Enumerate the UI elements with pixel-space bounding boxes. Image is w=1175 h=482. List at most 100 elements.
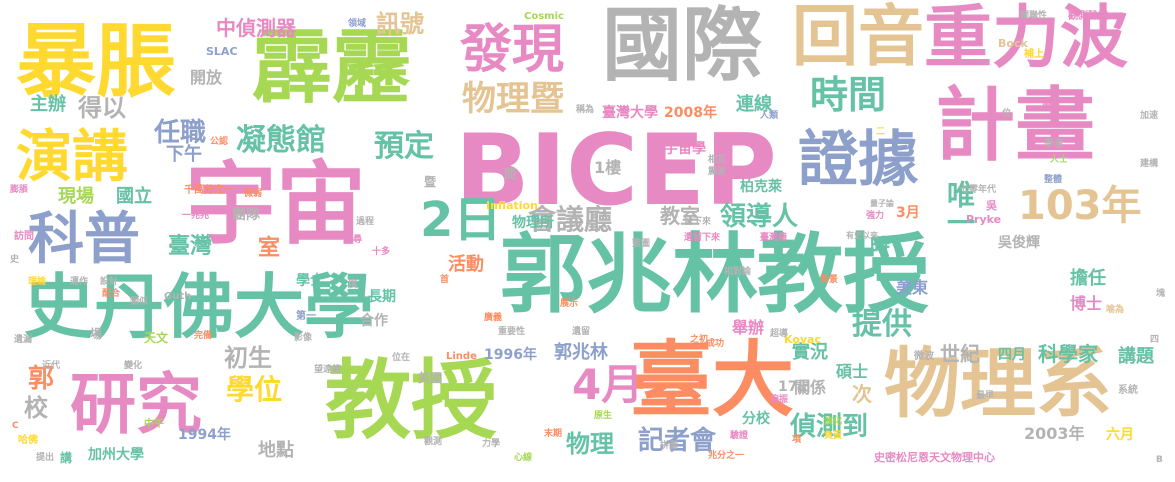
- word-gongren: 公認: [210, 137, 229, 147]
- word-kuai: 塊: [1156, 289, 1166, 299]
- word-guocheng: 過程: [356, 217, 375, 227]
- word-changqi: 長期: [368, 289, 396, 305]
- word-guanlianxing: 關聯性: [1020, 11, 1048, 21]
- word-fenxiao: 分校: [742, 411, 770, 427]
- word-zhaoxun: 找尋: [344, 235, 363, 245]
- word-boshi: 博士: [1070, 294, 1103, 313]
- word-fangwen: 訪問: [14, 231, 34, 242]
- word-chaodao: 超導: [770, 329, 789, 339]
- word-zhongzhenceqi: 中偵測器: [216, 16, 296, 40]
- word-peihe: 配合: [102, 289, 121, 299]
- word-17ri: 17日: [778, 379, 812, 395]
- word-weiruo: 微弱: [244, 189, 263, 199]
- word-zhengju: 證據: [798, 125, 918, 195]
- word-si: 四: [1150, 335, 1160, 345]
- word-liuyue: 六月: [1106, 427, 1134, 443]
- word-yizhaozhao: 一兆兆: [182, 211, 210, 221]
- word-inflation: Inflation: [486, 199, 538, 212]
- word-shi-history: 史: [10, 255, 20, 265]
- word-bicep: BICEP: [455, 114, 777, 228]
- word-taiwan: 臺灣: [168, 234, 213, 259]
- word-shi: 室: [258, 236, 281, 261]
- word-meiguo: 美國: [418, 371, 443, 385]
- word-xiang: 項: [792, 435, 802, 445]
- word-xinxian: 心線: [514, 453, 533, 463]
- word-1996nian: 1996年: [484, 347, 537, 363]
- word-lianxian: 連線: [736, 94, 772, 115]
- word-pintu: 拼圖: [660, 441, 679, 451]
- word-guance: 觀測: [424, 437, 443, 447]
- word-shou: 首: [440, 275, 450, 285]
- word-liuxialai: 留下來: [684, 217, 712, 227]
- word-zhengti: 整體: [1044, 175, 1063, 185]
- word-xianchang: 現場: [58, 186, 94, 207]
- word-jiasu: 加速: [1140, 111, 1159, 121]
- word-slac: SLAC: [206, 45, 238, 58]
- word-jizhehui: 記者會: [638, 426, 717, 456]
- word-wangyuanjing: 望遠鏡: [314, 365, 342, 375]
- word-kexuejia: 科學家: [1038, 342, 1098, 366]
- word-xiawu: 下午: [166, 144, 202, 165]
- word-er: 二: [876, 127, 886, 137]
- word-3yue: 3月: [896, 205, 920, 221]
- word-juban: 舉辦: [732, 318, 765, 337]
- word-stanford: 史丹佛大學: [24, 266, 374, 348]
- word-bushang: 補上: [1024, 49, 1044, 60]
- word-qianwanfenzhiyi: 千萬分之一: [184, 185, 234, 196]
- word-jiaoshou: 教授: [757, 225, 929, 325]
- word-xianghu: 相互: [708, 155, 727, 165]
- word-smithsonian: 史密松尼恩天文物理中心: [874, 451, 995, 464]
- word-2003nian: 2003年: [1024, 424, 1085, 443]
- word-103nian: 103年: [1018, 183, 1142, 229]
- word-yanzheng: 驗證: [730, 431, 749, 441]
- word-guancheyanzheng: 觀測驗證: [1068, 11, 1108, 22]
- word-wu-single: 吳: [986, 199, 997, 212]
- word-yuansheng: 原生: [594, 411, 613, 421]
- word-hafo: 哈佛: [18, 435, 38, 446]
- word-zhanshi: 展示: [560, 299, 579, 309]
- word-tuandui: 團隊: [232, 207, 260, 223]
- word-guo-zhaolin: 郭兆林: [500, 225, 758, 325]
- word-wujunhui: 吳俊輝: [998, 235, 1040, 251]
- word-lingdaoren: 領導人: [720, 202, 799, 232]
- word-sheji: 設計: [100, 277, 119, 287]
- word-guo-single: 郭: [28, 364, 55, 394]
- word-moqi: 末期: [544, 429, 563, 439]
- word-yiliu: 遺留: [572, 327, 591, 337]
- word-pianzhen: 偏振: [770, 395, 789, 405]
- word-2ri: 2日: [420, 192, 502, 248]
- word-pili: 霹靂: [252, 21, 412, 114]
- word-jian: 間: [504, 167, 517, 181]
- word-jiangti: 講題: [1118, 346, 1154, 367]
- word-chengwei: 稱為: [576, 105, 595, 115]
- word-taida: 臺大: [630, 333, 795, 428]
- word-ci: 次: [852, 382, 872, 406]
- word-b: B: [1156, 455, 1163, 465]
- word-chang: 場: [90, 327, 103, 341]
- word-shikuang: 實況: [792, 342, 828, 363]
- word-liangzilun: 量子論: [870, 199, 894, 208]
- word-meidong: 美東: [896, 278, 929, 297]
- word-lantu: 藍圖: [632, 239, 651, 249]
- word-lilun: 理論: [28, 277, 47, 287]
- word-huodong: 活動: [448, 254, 484, 275]
- word-zhongwu: 中午: [144, 419, 164, 430]
- word-jiaoshi: 教室: [660, 204, 700, 228]
- word-zhonglibo: 重力波: [924, 0, 1129, 78]
- word-tigong: 提供: [852, 307, 912, 342]
- word-yanjiang: 演講: [16, 125, 128, 190]
- word-renlei: 人類: [760, 111, 779, 121]
- word-4yue: 4月: [572, 360, 644, 409]
- word-2008nian: 2008年: [664, 105, 717, 121]
- word-tianwen: 天文: [144, 331, 169, 345]
- word-lixue: 力學: [482, 439, 501, 449]
- word-guoji: 國際: [602, 0, 762, 92]
- word-jiaoshou-2: 教授: [325, 351, 497, 451]
- word-xunhao: 訊號: [376, 10, 424, 38]
- word-xuezhe: 學者: [1044, 139, 1064, 150]
- word-yiliuxialai: 遺留下來: [684, 233, 721, 243]
- word-c: C: [12, 421, 19, 431]
- word-guth: Guth: [164, 291, 192, 302]
- word-yanhua: 演化: [824, 417, 843, 427]
